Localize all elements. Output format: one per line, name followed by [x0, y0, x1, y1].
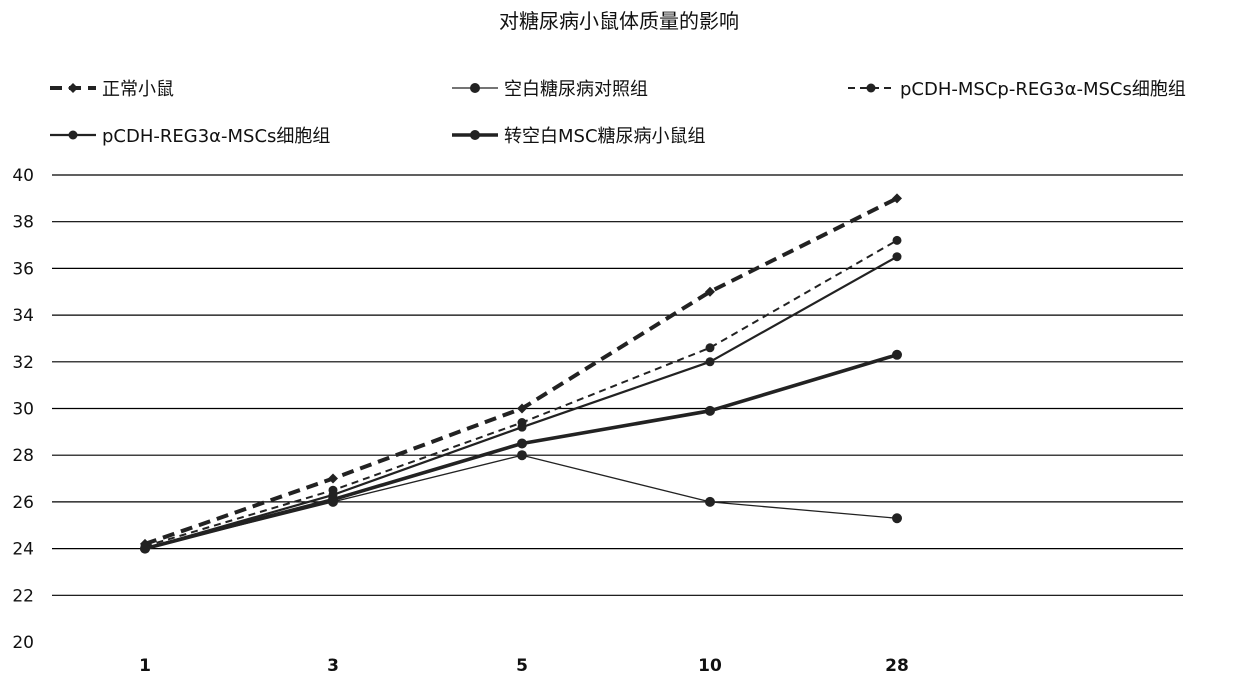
data-point: [705, 357, 715, 367]
grid: [52, 174, 1183, 596]
legend-item: pCDH-MSCp-REG3α-MSCs细胞组: [848, 79, 1186, 100]
chart-title: 对糖尿病小鼠体质量的影响: [499, 9, 739, 33]
legend-item: pCDH-REG3α-MSCs细胞组: [50, 126, 330, 147]
y-tick-label: 40: [12, 166, 34, 186]
y-tick-label: 24: [12, 540, 34, 560]
data-point: [705, 405, 715, 416]
legend-item: 正常小鼠: [50, 79, 174, 100]
data-point: [328, 473, 338, 484]
data-point: [517, 450, 527, 461]
data-point: [517, 403, 527, 414]
data-point: [892, 513, 902, 524]
legend-item: 转空白MSC糖尿病小鼠组: [452, 126, 706, 147]
legend-marker: [68, 130, 78, 140]
series-4: [140, 252, 902, 554]
data-point: [517, 438, 527, 449]
y-tick-label: 26: [12, 493, 34, 513]
legend-item: 空白糖尿病对照组: [452, 79, 648, 100]
legend-label: 转空白MSC糖尿病小鼠组: [504, 126, 706, 147]
series-5: [140, 349, 902, 554]
data-point: [892, 252, 902, 262]
data-point: [892, 193, 902, 204]
series-1: [140, 193, 902, 549]
y-tick-label: 34: [12, 306, 34, 326]
data-point: [892, 349, 902, 360]
legend-label: pCDH-MSCp-REG3α-MSCs细胞组: [900, 79, 1186, 100]
data-point: [892, 235, 902, 245]
x-axis: 1 3 5 10 28: [139, 656, 909, 676]
y-tick-label: 28: [12, 446, 34, 466]
y-tick-label: 20: [12, 633, 34, 653]
data-point: [517, 422, 527, 432]
y-tick-label: 32: [12, 353, 34, 373]
data-point: [705, 343, 715, 353]
y-tick-label: 36: [12, 259, 34, 279]
x-tick-label: 28: [885, 656, 909, 676]
y-axis: 20 22 24 26 28 30 32 34 36 38 40: [12, 166, 34, 653]
y-tick-label: 38: [12, 213, 34, 233]
legend: 正常小鼠 空白糖尿病对照组 pCDH-MSCp-REG3α-MSCs细胞组 pCDH-…: [50, 79, 1186, 147]
legend-marker: [470, 130, 480, 140]
series-line: [144, 239, 898, 548]
data-point: [705, 286, 715, 297]
series-3: [140, 235, 902, 551]
x-tick-label: 5: [516, 656, 528, 676]
series-group: [140, 193, 902, 554]
y-tick-label: 22: [12, 586, 34, 606]
series-line: [144, 196, 898, 546]
legend-label: pCDH-REG3α-MSCs细胞组: [102, 126, 330, 147]
x-tick-label: 3: [327, 656, 339, 676]
data-point: [328, 494, 338, 505]
x-tick-label: 10: [698, 656, 722, 676]
legend-label: 正常小鼠: [102, 79, 174, 100]
y-tick-label: 30: [12, 400, 34, 420]
legend-marker: [866, 83, 876, 93]
legend-marker: [68, 83, 78, 93]
legend-marker: [470, 83, 480, 93]
data-point: [140, 543, 150, 554]
x-tick-label: 1: [139, 656, 151, 676]
data-point: [705, 496, 715, 507]
legend-label: 空白糖尿病对照组: [504, 79, 648, 100]
